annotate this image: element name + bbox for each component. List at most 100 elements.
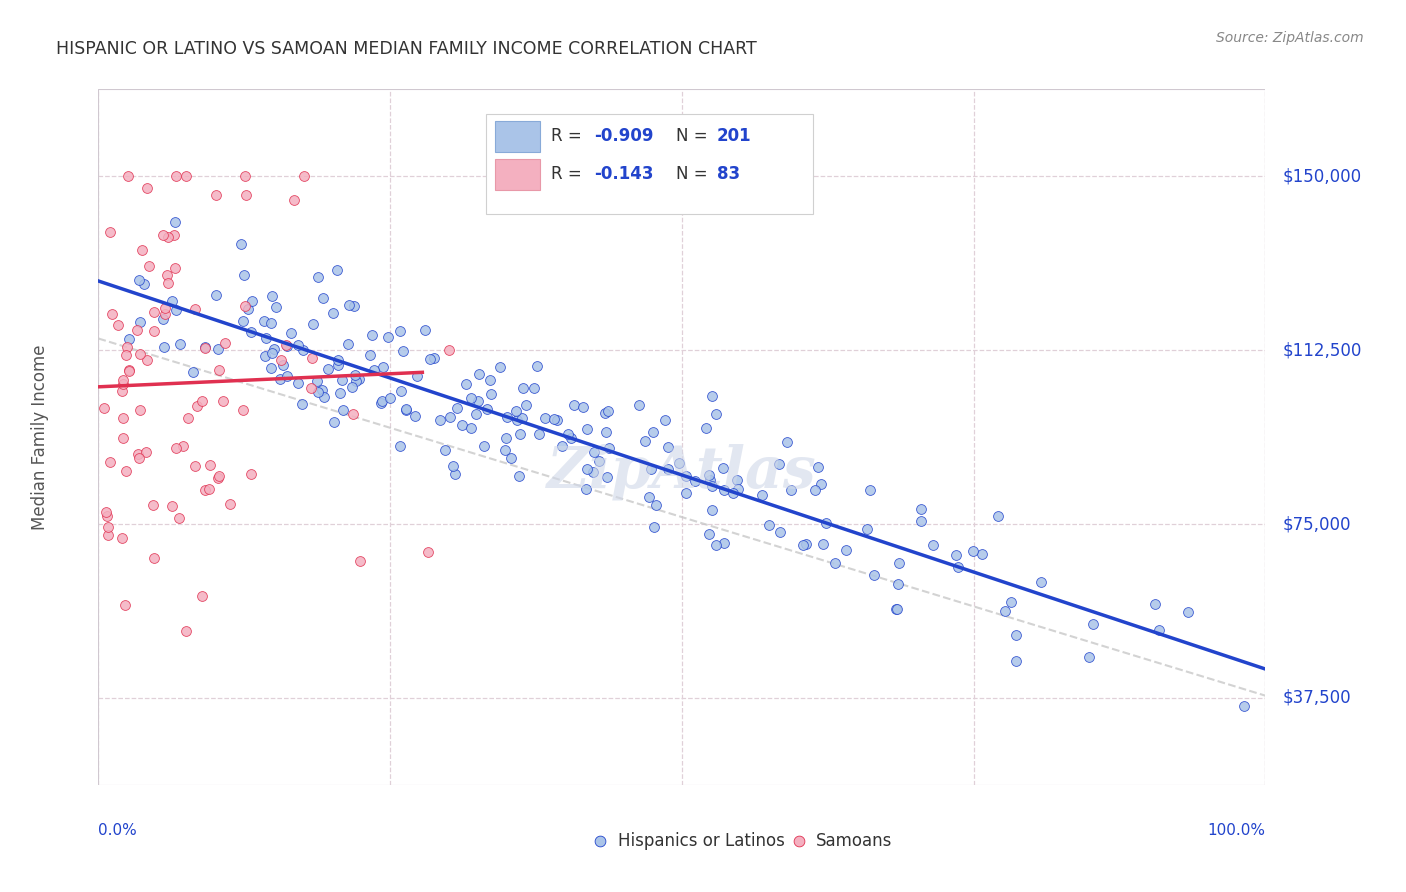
Point bbox=[596, 403, 619, 417]
Point bbox=[205, 188, 228, 202]
Point bbox=[921, 538, 943, 552]
Point bbox=[859, 483, 882, 497]
Point bbox=[725, 474, 748, 488]
Point bbox=[589, 865, 612, 880]
Point bbox=[349, 554, 371, 568]
Point bbox=[135, 445, 157, 459]
Point bbox=[769, 524, 792, 539]
Point bbox=[496, 409, 519, 424]
Point bbox=[370, 395, 392, 409]
Point bbox=[700, 389, 723, 403]
Point bbox=[404, 409, 426, 423]
Point bbox=[131, 243, 153, 257]
Point bbox=[235, 187, 257, 202]
Point bbox=[657, 461, 679, 475]
Point bbox=[439, 410, 461, 425]
Point bbox=[112, 373, 135, 387]
Point bbox=[460, 391, 482, 405]
Point bbox=[240, 467, 263, 482]
Point bbox=[697, 526, 720, 541]
Point bbox=[637, 490, 659, 504]
Point bbox=[415, 322, 437, 336]
Point bbox=[349, 372, 371, 386]
Point bbox=[305, 374, 328, 388]
Point bbox=[804, 483, 827, 497]
Point bbox=[596, 470, 619, 484]
Point bbox=[208, 363, 231, 377]
Text: Hispanics or Latinos: Hispanics or Latinos bbox=[617, 831, 785, 849]
Point bbox=[416, 545, 439, 559]
Point bbox=[405, 368, 427, 383]
Point bbox=[301, 380, 323, 394]
Point bbox=[207, 343, 229, 357]
Point bbox=[97, 528, 120, 542]
Point bbox=[419, 352, 441, 367]
Point bbox=[326, 358, 349, 372]
Point bbox=[111, 377, 134, 392]
Text: -0.143: -0.143 bbox=[595, 165, 654, 183]
Text: Source: ZipAtlas.com: Source: ZipAtlas.com bbox=[1216, 31, 1364, 45]
Point bbox=[240, 294, 263, 309]
Point bbox=[155, 307, 177, 321]
Point bbox=[572, 400, 595, 414]
Point bbox=[1004, 654, 1026, 668]
Point bbox=[634, 434, 657, 448]
Point bbox=[194, 339, 217, 353]
Point bbox=[236, 301, 259, 316]
Point bbox=[505, 404, 527, 418]
Point bbox=[478, 373, 501, 387]
Point bbox=[713, 483, 735, 497]
FancyBboxPatch shape bbox=[495, 120, 540, 152]
Point bbox=[307, 269, 329, 284]
Point bbox=[96, 509, 118, 524]
Point bbox=[118, 332, 141, 346]
Point bbox=[219, 497, 242, 511]
Point bbox=[169, 511, 191, 525]
Point bbox=[523, 381, 546, 395]
Text: $150,000: $150,000 bbox=[1282, 167, 1362, 186]
Point bbox=[810, 476, 832, 491]
Point bbox=[1081, 617, 1104, 632]
Point bbox=[472, 440, 495, 454]
Point bbox=[654, 412, 676, 426]
Point bbox=[700, 479, 723, 493]
Point bbox=[488, 360, 510, 375]
Point bbox=[115, 348, 138, 362]
Point bbox=[751, 488, 773, 502]
Point bbox=[444, 467, 467, 481]
Point bbox=[560, 431, 582, 445]
Point bbox=[640, 462, 662, 476]
Point bbox=[697, 468, 720, 483]
Point bbox=[269, 372, 291, 386]
Text: Median Family Income: Median Family Income bbox=[31, 344, 49, 530]
Point bbox=[152, 228, 174, 243]
Point bbox=[588, 453, 610, 467]
Point bbox=[948, 560, 970, 574]
Point bbox=[377, 330, 399, 344]
Point bbox=[433, 442, 456, 457]
Text: $75,000: $75,000 bbox=[1282, 515, 1351, 533]
Point bbox=[263, 342, 285, 356]
Point bbox=[274, 337, 297, 351]
Point bbox=[343, 299, 366, 313]
Point bbox=[439, 343, 461, 358]
Point bbox=[595, 425, 617, 439]
Text: Samoans: Samoans bbox=[815, 831, 893, 849]
Point bbox=[329, 385, 352, 400]
Point bbox=[232, 402, 254, 417]
Point bbox=[340, 380, 363, 394]
Point bbox=[1005, 628, 1028, 642]
Point bbox=[451, 418, 474, 433]
Point bbox=[184, 458, 207, 473]
Point bbox=[165, 214, 187, 228]
Point bbox=[886, 602, 908, 616]
Point bbox=[153, 340, 176, 354]
Point bbox=[115, 340, 138, 354]
Point bbox=[129, 346, 152, 360]
Point bbox=[183, 366, 205, 380]
Point bbox=[111, 531, 134, 545]
Point bbox=[271, 359, 294, 373]
Point bbox=[814, 516, 837, 530]
Point bbox=[475, 401, 498, 416]
Point bbox=[509, 427, 531, 442]
